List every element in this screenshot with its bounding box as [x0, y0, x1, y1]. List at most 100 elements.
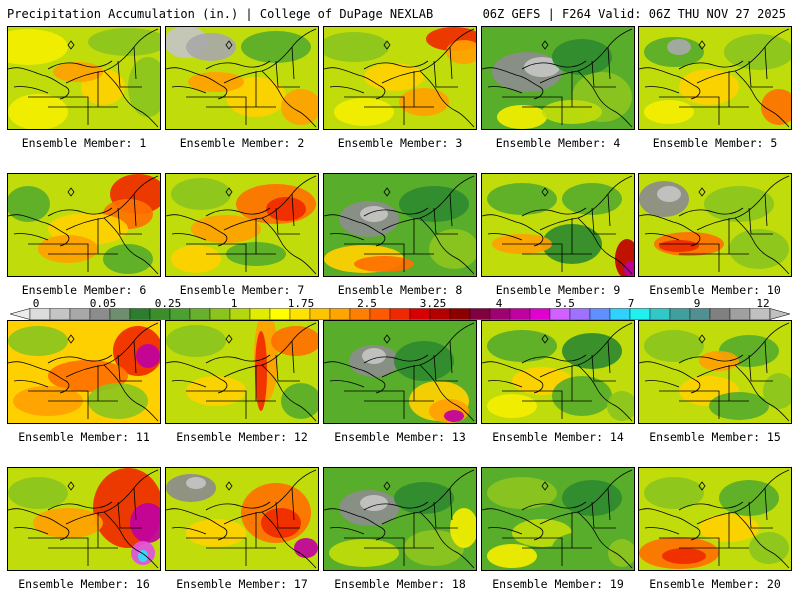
ensemble-member-label: Ensemble Member: 9 — [495, 283, 621, 297]
page-title: Precipitation Accumulation (in.) | Colle… — [7, 7, 434, 21]
map-boundary-line — [734, 70, 790, 128]
ensemble-member-label: Ensemble Member: 10 — [649, 283, 781, 297]
precip-map — [639, 321, 791, 423]
map-boundary-line — [133, 340, 137, 374]
precip-region — [48, 360, 128, 392]
station-marker — [225, 40, 233, 50]
precip-region — [562, 480, 622, 516]
ensemble-map-panel — [7, 26, 161, 130]
precip-region — [166, 325, 226, 357]
map-boundary-line — [65, 469, 159, 525]
map-boundary-line — [186, 390, 247, 419]
precip-region — [8, 326, 68, 356]
colorbar-swatch — [169, 308, 191, 320]
precip-region — [667, 39, 691, 55]
map-boundary-line — [734, 217, 790, 275]
colorbar-swatch — [449, 308, 471, 320]
map-boundary-line — [261, 364, 317, 422]
precip-region — [360, 495, 388, 511]
station-marker — [383, 40, 391, 50]
map-boundary-line — [103, 70, 159, 128]
precip-region — [186, 477, 206, 489]
colorbar-swatch — [649, 308, 671, 320]
map-boundary-line — [748, 60, 773, 88]
map-boundary-line — [433, 60, 458, 88]
precip-region — [334, 98, 394, 126]
ensemble-map-panel — [481, 467, 635, 571]
precip-map — [324, 468, 476, 570]
map-boundary-line — [261, 70, 317, 128]
precip-region — [394, 341, 454, 381]
map-boundary-line — [433, 501, 458, 529]
map-boundary-line — [764, 193, 768, 227]
precip-map — [324, 174, 476, 276]
map-boundary-line — [291, 340, 295, 374]
precip-map — [166, 174, 318, 276]
map-boundary-line — [363, 501, 429, 511]
map-boundary-line — [449, 46, 453, 80]
precip-map — [639, 27, 791, 129]
ensemble-map-panel — [323, 26, 477, 130]
map-boundary-line — [419, 511, 475, 569]
map-boundary-line — [696, 175, 790, 231]
ensemble-member-label: Ensemble Member: 13 — [334, 430, 466, 444]
map-boundary-line — [734, 511, 790, 569]
map-boundary-line — [117, 354, 142, 382]
map-boundary-line — [696, 469, 790, 525]
precip-region — [487, 477, 557, 509]
precip-region — [644, 477, 704, 509]
map-boundary-line — [103, 511, 159, 569]
map-boundary-line — [482, 67, 544, 100]
precip-region — [266, 197, 306, 221]
station-marker — [67, 481, 75, 491]
ensemble-map-panel — [481, 173, 635, 277]
precip-region — [709, 392, 769, 420]
station-marker — [67, 334, 75, 344]
precip-region — [281, 383, 318, 419]
ensemble-member-label: Ensemble Member: 18 — [334, 577, 466, 591]
map-boundary-line — [65, 322, 159, 378]
map-boundary-line — [639, 67, 701, 100]
precip-region — [362, 348, 386, 364]
map-boundary-line — [591, 60, 616, 88]
map-boundary-line — [482, 361, 544, 394]
map-boundary-line — [117, 501, 142, 529]
ensemble-map-panel — [165, 173, 319, 277]
precip-region — [329, 539, 399, 567]
map-boundary-line — [13, 527, 49, 535]
map-boundary-line — [344, 96, 405, 125]
station-marker — [225, 334, 233, 344]
map-boundary-line — [28, 96, 89, 125]
ensemble-map-panel — [323, 320, 477, 424]
precip-region — [171, 178, 231, 210]
precip-colorbar — [10, 308, 790, 320]
colorbar-tick-label: 5.5 — [555, 297, 575, 310]
map-boundary-line — [748, 354, 773, 382]
map-boundary-line — [482, 508, 544, 541]
precip-region — [487, 544, 537, 568]
map-boundary-line — [419, 364, 475, 422]
colorbar-swatch — [129, 308, 151, 320]
colorbar-swatch — [189, 308, 211, 320]
precip-region — [657, 186, 681, 202]
colorbar-swatch — [289, 308, 311, 320]
station-marker — [541, 334, 549, 344]
map-boundary-line — [659, 96, 720, 125]
precip-map — [8, 27, 160, 129]
map-boundary-line — [166, 361, 228, 394]
colorbar-tick-label: 4 — [495, 297, 503, 310]
map-boundary-line — [659, 537, 720, 566]
precip-map — [482, 321, 634, 423]
map-boundary-line — [223, 28, 317, 84]
map-boundary-line — [521, 60, 587, 70]
station-marker — [67, 187, 75, 197]
map-boundary-line — [291, 193, 295, 227]
map-boundary-line — [133, 46, 137, 80]
map-boundary-line — [381, 175, 475, 231]
station-marker — [698, 481, 706, 491]
map-boundary-line — [539, 322, 633, 378]
precip-region — [562, 333, 622, 369]
map-boundary-line — [205, 60, 271, 70]
colorbar-swatch — [689, 308, 711, 320]
station-marker — [225, 187, 233, 197]
